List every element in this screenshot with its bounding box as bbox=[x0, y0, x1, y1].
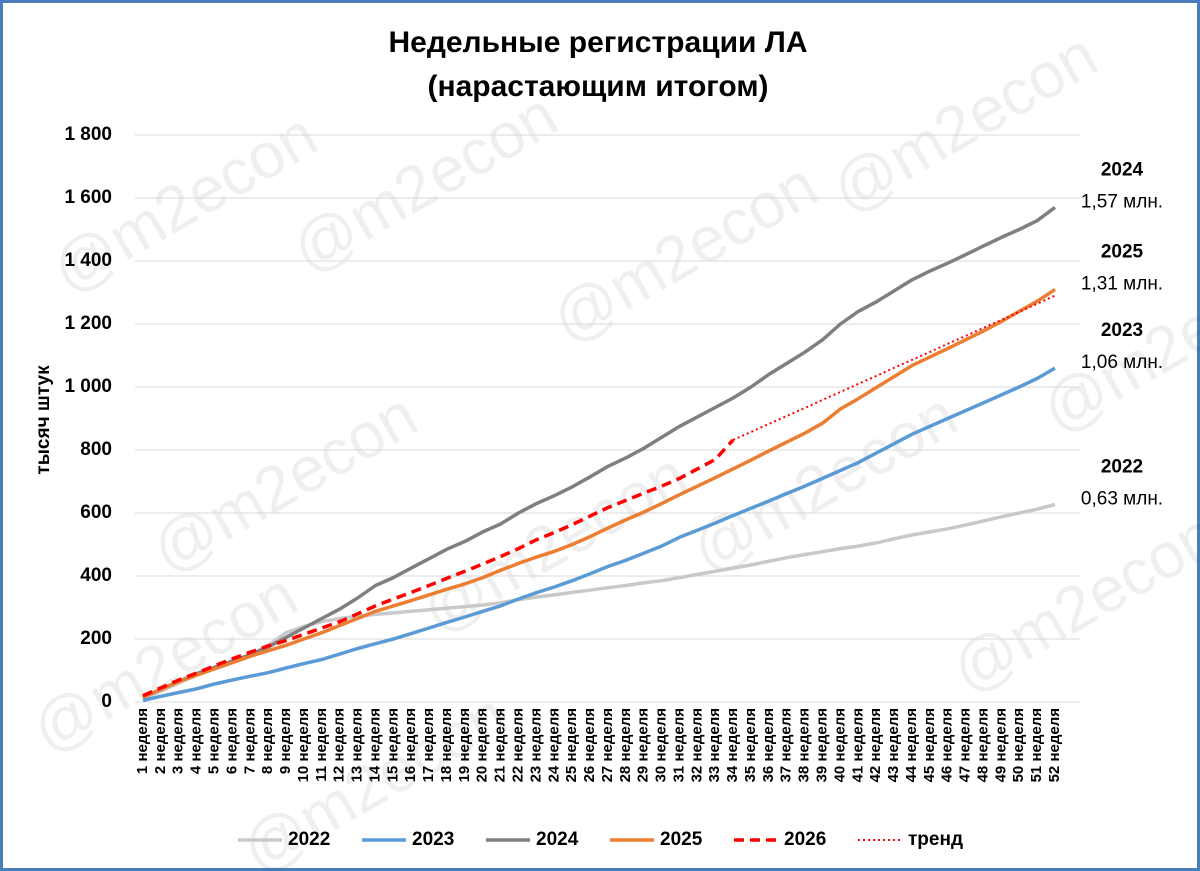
x-tick-label: 29 неделя bbox=[635, 708, 652, 782]
x-tick-label: 19 неделя bbox=[456, 708, 473, 782]
chart-subtitle: (нарастающим итогом) bbox=[427, 70, 768, 103]
series-line bbox=[142, 287, 1056, 699]
x-tick-label: 41 неделя bbox=[849, 708, 866, 782]
legend-label: 2025 bbox=[660, 829, 703, 850]
annotation-label: 1,57 млн. bbox=[1081, 191, 1163, 212]
chart-title: Недельные регистрации ЛА bbox=[388, 26, 807, 59]
x-tick-label: 36 неделя bbox=[760, 708, 777, 782]
series-line bbox=[142, 438, 735, 698]
legend-label: 2024 bbox=[536, 829, 579, 850]
x-tick-label: 2 неделя bbox=[152, 708, 169, 774]
x-tick-label: 10 неделя bbox=[295, 708, 312, 782]
x-tick-label: 16 неделя bbox=[402, 708, 419, 782]
x-tick-label: 9 неделя bbox=[277, 708, 294, 774]
x-tick-label: 15 неделя bbox=[384, 708, 401, 782]
annotation-year: 2023 bbox=[1101, 320, 1143, 341]
x-tick-label: 21 неделя bbox=[492, 708, 509, 782]
x-tick-label: 24 неделя bbox=[545, 708, 562, 782]
y-tick-label: 600 bbox=[80, 502, 112, 523]
x-tick-label: 28 неделя bbox=[617, 708, 634, 782]
x-tick-label: 11 неделя bbox=[313, 708, 330, 782]
y-tick-label: 1 400 bbox=[64, 250, 112, 271]
x-tick-label: 7 неделя bbox=[241, 708, 258, 774]
x-tick-label: 49 неделя bbox=[992, 708, 1009, 782]
series-line bbox=[142, 502, 1056, 701]
x-tick-label: 14 неделя bbox=[366, 708, 383, 782]
x-tick-label: 35 неделя bbox=[742, 708, 759, 782]
y-axis-label: тысяч штук bbox=[33, 365, 54, 475]
legend-label: тренд bbox=[908, 829, 963, 850]
x-tick-label: 40 неделя bbox=[831, 708, 848, 782]
y-tick-label: 0 bbox=[101, 691, 112, 712]
x-tick-label: 51 неделя bbox=[1028, 708, 1045, 782]
x-tick-label: 26 неделя bbox=[581, 708, 598, 782]
annotation-year: 2024 bbox=[1101, 159, 1144, 180]
annotation-label: 1,06 млн. bbox=[1081, 352, 1163, 373]
annotation-year: 2025 bbox=[1101, 241, 1144, 262]
x-tick-label: 20 неделя bbox=[474, 708, 491, 782]
x-tick-label: 22 неделя bbox=[509, 708, 526, 782]
series-line bbox=[732, 294, 1056, 441]
y-tick-label: 1 800 bbox=[64, 124, 112, 145]
x-tick-label: 30 неделя bbox=[653, 708, 670, 782]
x-tick-label: 4 неделя bbox=[188, 708, 205, 774]
x-tick-label: 32 неделя bbox=[688, 708, 705, 782]
x-tick-label: 46 неделя bbox=[939, 708, 956, 782]
x-tick-label: 5 неделя bbox=[205, 708, 222, 774]
x-tick-label: 52 неделя bbox=[1046, 708, 1063, 782]
x-tick-label: 13 неделя bbox=[349, 708, 366, 782]
x-tick-label: 12 неделя bbox=[331, 708, 348, 782]
legend-label: 2023 bbox=[412, 829, 454, 850]
x-tick-label: 47 неделя bbox=[957, 708, 974, 782]
x-tick-label: 50 неделя bbox=[1010, 708, 1027, 782]
x-tick-label: 44 неделя bbox=[903, 708, 920, 782]
x-tick-label: 6 неделя bbox=[223, 708, 240, 774]
x-tick-label: 18 неделя bbox=[438, 708, 455, 782]
x-tick-label: 42 неделя bbox=[867, 708, 884, 782]
x-tick-label: 27 неделя bbox=[599, 708, 616, 782]
x-tick-label: 17 неделя bbox=[420, 708, 437, 782]
x-tick-label: 34 неделя bbox=[724, 708, 741, 782]
x-tick-label: 8 неделя bbox=[259, 708, 276, 774]
x-tick-label: 25 неделя bbox=[563, 708, 580, 782]
x-tick-label: 48 неделя bbox=[974, 708, 991, 782]
annotation-label: 0,63 млн. bbox=[1081, 489, 1163, 510]
x-tick-label: 38 неделя bbox=[796, 708, 813, 782]
x-tick-label: 33 неделя bbox=[706, 708, 723, 782]
y-tick-label: 1 600 bbox=[64, 187, 112, 208]
x-tick-label: 31 неделя bbox=[670, 708, 687, 782]
y-tick-label: 800 bbox=[80, 439, 112, 460]
x-tick-label: 3 неделя bbox=[170, 708, 187, 774]
y-tick-label: 1 000 bbox=[64, 376, 112, 397]
legend-label: 2026 bbox=[784, 829, 826, 850]
series-line bbox=[142, 366, 1056, 703]
series-line bbox=[142, 205, 1057, 699]
y-tick-label: 200 bbox=[80, 628, 112, 649]
annotation-year: 2022 bbox=[1101, 457, 1143, 478]
x-tick-label: 43 неделя bbox=[885, 708, 902, 782]
annotation-label: 1,31 млн. bbox=[1081, 273, 1163, 294]
y-tick-label: 1 200 bbox=[64, 313, 112, 334]
y-tick-label: 400 bbox=[80, 565, 112, 586]
x-tick-label: 39 неделя bbox=[813, 708, 830, 782]
x-tick-label: 37 неделя bbox=[778, 708, 795, 782]
legend-label: 2022 bbox=[288, 829, 330, 850]
x-tick-label: 1 неделя bbox=[134, 708, 151, 774]
x-tick-label: 45 неделя bbox=[921, 708, 938, 782]
x-tick-label: 23 неделя bbox=[527, 708, 544, 782]
